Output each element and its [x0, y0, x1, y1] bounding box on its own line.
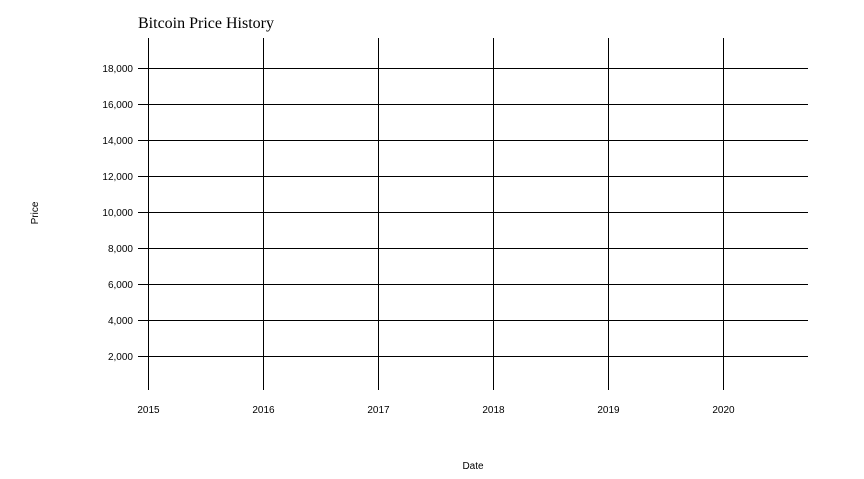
x-tick-label: 2020 — [712, 405, 735, 416]
y-tick-label: 16,000 — [102, 100, 133, 111]
x-tick-label: 2017 — [367, 405, 390, 416]
y-tick-label: 2,000 — [108, 352, 133, 363]
y-axis: 2,000 4,000 6,000 8,000 10,000 12,000 14,000 16… — [102, 64, 133, 363]
y-tick-label: 14,000 — [102, 136, 133, 147]
y-tick-label: 12,000 — [102, 172, 133, 183]
x-tick-label: 2019 — [597, 405, 620, 416]
y-axis-label: Price — [30, 201, 41, 224]
x-tick-label: 2015 — [137, 405, 160, 416]
grid — [138, 38, 808, 390]
y-tick-label: 4,000 — [108, 316, 133, 327]
y-tick-label: 6,000 — [108, 280, 133, 291]
y-tick-label: 8,000 — [108, 244, 133, 255]
y-tick-label: 18,000 — [102, 64, 133, 75]
y-tick-label: 10,000 — [102, 208, 133, 219]
x-tick-label: 2016 — [252, 405, 275, 416]
x-tick-label: 2018 — [482, 405, 505, 416]
x-axis: 2015 2016 2017 2018 2019 2020 — [137, 405, 735, 416]
x-axis-label: Date — [462, 461, 484, 472]
chart-title: Bitcoin Price History — [138, 15, 274, 32]
